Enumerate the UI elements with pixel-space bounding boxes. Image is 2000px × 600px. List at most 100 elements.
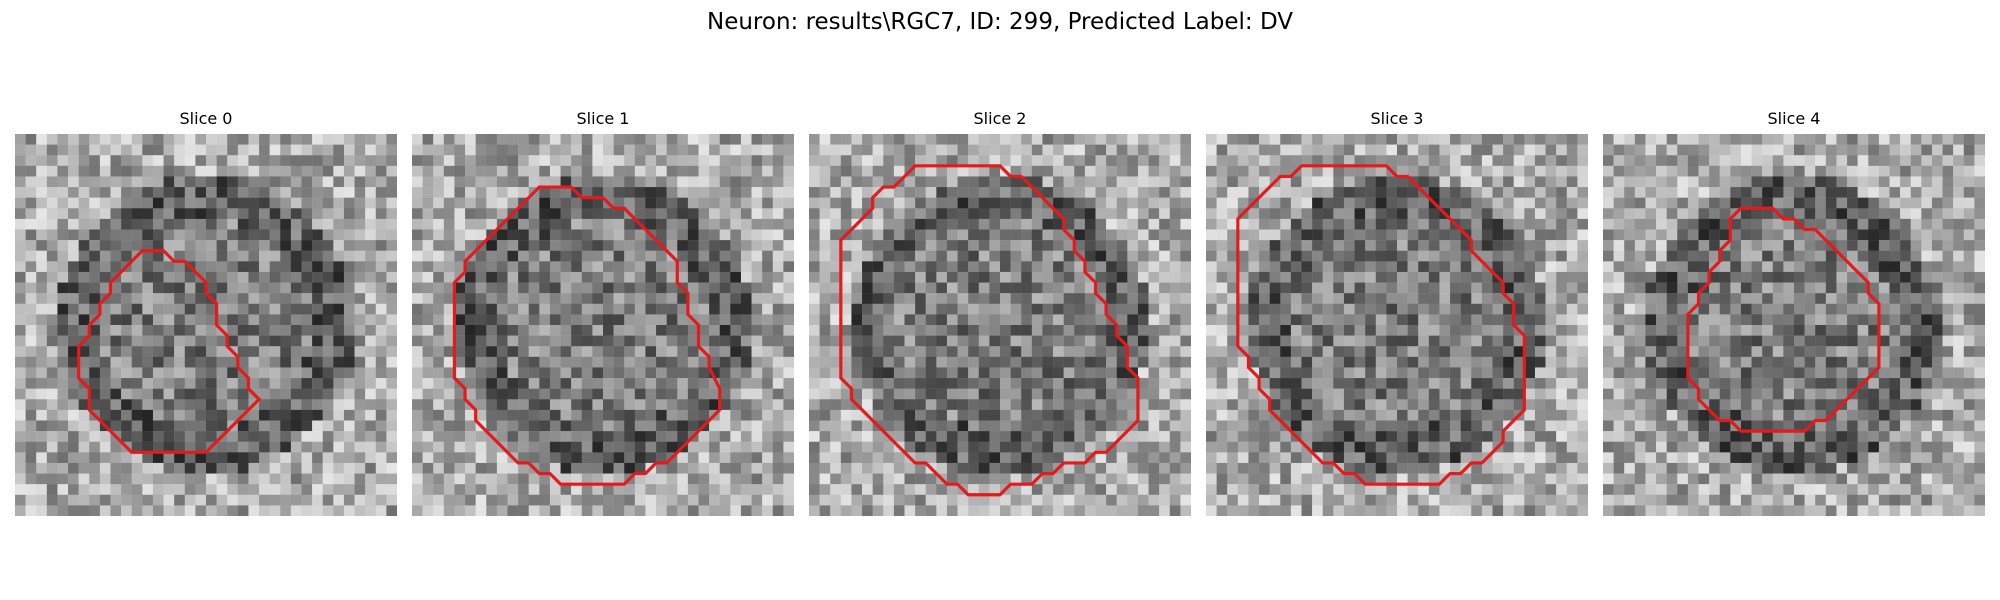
- slice-image: [412, 134, 794, 516]
- pixel: [110, 218, 122, 230]
- pixel: [1095, 155, 1107, 167]
- pixel: [1084, 335, 1096, 347]
- pixel: [613, 155, 625, 167]
- pixel: [269, 335, 281, 347]
- pixel: [862, 335, 873, 347]
- pixel: [1375, 346, 1387, 358]
- pixel: [1021, 187, 1033, 198]
- pixel: [237, 441, 249, 453]
- pixel: [528, 420, 540, 432]
- pixel: [762, 134, 773, 145]
- pixel: [465, 229, 476, 241]
- pixel: [1354, 218, 1366, 230]
- pixel: [1269, 388, 1281, 400]
- pixel: [174, 229, 185, 241]
- pixel: [656, 473, 667, 485]
- pixel: [968, 462, 979, 474]
- pixel: [978, 314, 990, 326]
- pixel: [862, 462, 873, 474]
- pixel: [1280, 441, 1292, 453]
- pixel: [15, 134, 26, 145]
- pixel: [1471, 356, 1483, 368]
- slice-image: [15, 134, 397, 516]
- pixel: [925, 134, 937, 145]
- pixel: [840, 462, 852, 474]
- pixel: [121, 420, 132, 432]
- pixel: [216, 218, 228, 230]
- pixel: [1148, 229, 1160, 241]
- pixel: [375, 261, 387, 273]
- pixel: [581, 441, 593, 453]
- pixel: [1322, 399, 1334, 411]
- pixel: [121, 314, 132, 326]
- pixel: [443, 197, 455, 209]
- pixel: [1000, 303, 1011, 315]
- pixel: [354, 134, 366, 145]
- pixel: [1534, 261, 1546, 273]
- pixel: [1063, 346, 1075, 358]
- pixel: [121, 346, 132, 358]
- pixel: [280, 208, 292, 220]
- pixel: [1148, 282, 1160, 294]
- pixel: [1556, 261, 1567, 273]
- pixel: [1397, 441, 1408, 453]
- pixel: [269, 197, 281, 209]
- pixel: [904, 197, 916, 209]
- pixel: [978, 388, 990, 400]
- pixel: [1206, 356, 1217, 368]
- pixel: [322, 484, 334, 495]
- pixel: [772, 409, 784, 421]
- pixel: [1137, 367, 1149, 379]
- pixel: [206, 240, 217, 251]
- pixel: [883, 367, 895, 379]
- pixel: [762, 378, 773, 389]
- pixel: [783, 229, 794, 241]
- pixel: [946, 314, 958, 326]
- pixel: [343, 484, 355, 495]
- pixel: [412, 218, 423, 230]
- pixel: [57, 378, 69, 389]
- pixel: [915, 462, 926, 474]
- pixel: [528, 229, 540, 241]
- pixel: [915, 176, 926, 188]
- pixel: [730, 144, 742, 156]
- pixel: [301, 462, 313, 474]
- pixel: [915, 367, 926, 379]
- pixel: [1343, 165, 1355, 177]
- pixel: [989, 484, 1001, 495]
- pixel: [830, 144, 842, 156]
- pixel: [772, 505, 784, 516]
- pixel: [1095, 473, 1107, 485]
- pixel: [666, 303, 678, 315]
- pixel: [656, 494, 667, 506]
- pixel: [1513, 134, 1525, 145]
- pixel: [1000, 176, 1011, 188]
- pixel: [301, 356, 313, 368]
- pixel: [613, 420, 625, 432]
- pixel: [1237, 303, 1249, 315]
- pixel: [968, 176, 979, 188]
- pixel: [549, 250, 561, 262]
- pixel: [1524, 388, 1536, 400]
- pixel: [957, 208, 969, 220]
- pixel: [1354, 378, 1366, 389]
- pixel: [592, 229, 604, 241]
- pixel: [1450, 271, 1461, 283]
- pixel: [89, 420, 101, 432]
- pixel: [1095, 271, 1107, 283]
- pixel: [528, 134, 540, 145]
- pixel: [1450, 388, 1461, 400]
- pixel: [915, 420, 926, 432]
- pixel: [354, 229, 366, 241]
- pixel: [1206, 155, 1217, 167]
- pixel: [1159, 197, 1170, 209]
- pixel: [195, 165, 207, 177]
- pixel: [1137, 409, 1149, 421]
- pixel: [1354, 187, 1366, 198]
- pixel: [730, 378, 742, 389]
- pixel: [163, 431, 175, 442]
- pixel: [163, 409, 175, 421]
- pixel: [634, 187, 646, 198]
- pixel: [1566, 271, 1578, 283]
- pixel: [1354, 144, 1366, 156]
